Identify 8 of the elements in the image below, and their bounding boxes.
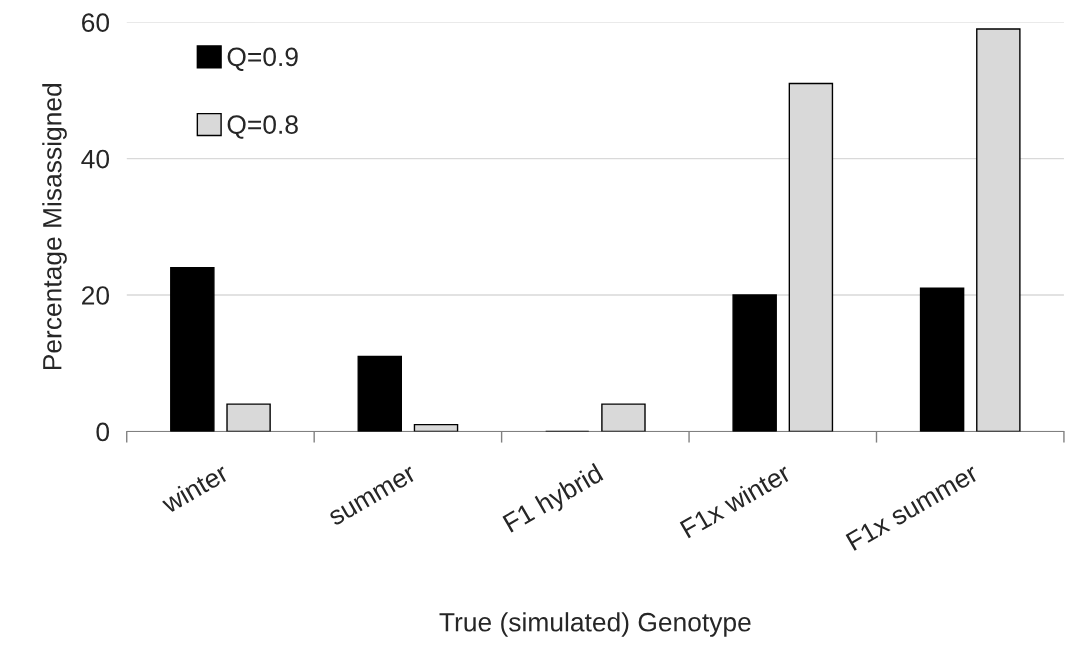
y-tick-label: 0 — [96, 422, 110, 442]
y-axis-title: Percentage Misassigned — [42, 84, 67, 370]
legend-label: Q=0.9 — [227, 47, 298, 71]
y-tick-label: 40 — [81, 149, 110, 169]
y-tick-label: 60 — [82, 13, 110, 32]
y-tick-label: 20 — [82, 286, 110, 305]
x-axis-title: True (simulated) Genotype — [439, 612, 751, 637]
legend-label: Q=0.8 — [227, 115, 298, 139]
